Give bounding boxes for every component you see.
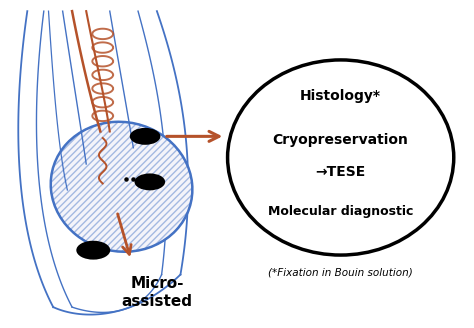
- Text: →TESE: →TESE: [316, 165, 366, 179]
- Ellipse shape: [51, 122, 192, 252]
- Text: Micro-
assisted: Micro- assisted: [121, 276, 192, 309]
- Text: Histology*: Histology*: [300, 89, 381, 103]
- Text: Molecular diagnostic: Molecular diagnostic: [268, 205, 413, 218]
- Text: Cryopreservation: Cryopreservation: [273, 133, 409, 147]
- Ellipse shape: [76, 241, 110, 260]
- Ellipse shape: [135, 174, 165, 190]
- Text: (*Fixation in Bouin solution): (*Fixation in Bouin solution): [268, 268, 413, 278]
- Ellipse shape: [130, 128, 160, 145]
